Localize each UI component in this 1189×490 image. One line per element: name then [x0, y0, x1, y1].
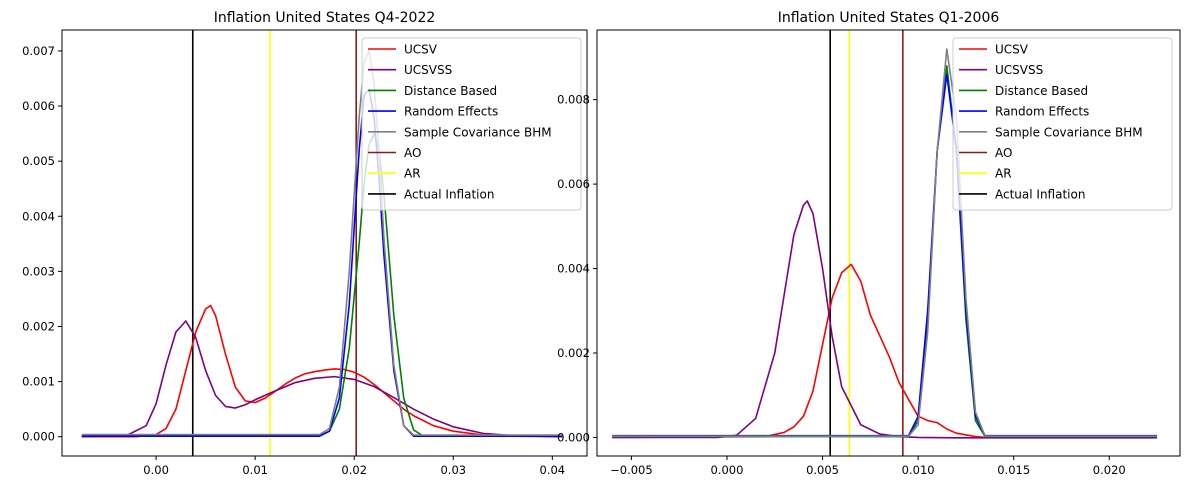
- x-tick-label: 0.02: [341, 463, 367, 477]
- legend-label-ao: AO: [995, 146, 1012, 160]
- series-line-random-effects: [612, 73, 1158, 437]
- y-tick-label: 0.002: [557, 346, 590, 360]
- legend-label-sample-covariance-bhm: Sample Covariance BHM: [995, 125, 1143, 139]
- legend: UCSV UCSVSS Distance Based Random Effects Sa…: [952, 37, 1173, 211]
- y-tick-label: 0.006: [557, 177, 590, 191]
- x-tick-label: 0.005: [806, 463, 839, 477]
- legend-label-actual-inflation: Actual Inflation: [404, 187, 494, 201]
- legend-label-ucsvss: UCSVSS: [995, 63, 1043, 77]
- y-tick-label: 0.003: [22, 264, 55, 278]
- x-tick-label: 0.03: [440, 463, 466, 477]
- legend-label-ucsv: UCSV: [404, 43, 438, 57]
- x-tick-label: 0.00: [143, 463, 169, 477]
- legend-box: [952, 37, 1173, 211]
- y-tick-label: 0.000: [557, 430, 590, 444]
- legend-label-random-effects: Random Effects: [404, 105, 498, 119]
- y-tick-label: 0.000: [22, 430, 55, 444]
- x-tick-label: 0.015: [997, 463, 1030, 477]
- axes-frame: [596, 29, 1181, 457]
- legend-label-sample-covariance-bhm: Sample Covariance BHM: [404, 125, 552, 139]
- chart-panel-q1-2006: Inflation United States Q1-2006 −0.005 0.0…: [557, 10, 1181, 477]
- x-tick-label: 0.01: [242, 463, 268, 477]
- y-tick-label: 0.007: [22, 44, 55, 58]
- series-line-distance-based: [612, 65, 1158, 438]
- legend-label-ar: AR: [404, 167, 421, 181]
- x-tick-label: 0.04: [540, 463, 566, 477]
- y-tick-label: 0.005: [22, 154, 55, 168]
- series-line-ucsv: [81, 304, 563, 438]
- series-line-sample-covariance-bhm: [612, 48, 1158, 437]
- chart-panel-q4-2022: Inflation United States Q4-2022 0.00 0.01 0…: [22, 10, 588, 477]
- legend-label-ao: AO: [404, 146, 421, 160]
- legend: UCSV UCSVSS Distance Based Random Effects Sa…: [361, 37, 582, 211]
- x-tick-label: 0.020: [1093, 463, 1126, 477]
- legend-label-actual-inflation: Actual Inflation: [995, 187, 1085, 201]
- legend-label-ucsv: UCSV: [995, 43, 1029, 57]
- legend-box: [361, 37, 582, 211]
- x-tick-label: −0.005: [610, 463, 653, 477]
- legend-label-ucsvss: UCSVSS: [404, 63, 452, 77]
- x-tick-label: 0.010: [902, 463, 935, 477]
- x-tick-label: 0.000: [711, 463, 744, 477]
- series-line-ucsvss: [81, 320, 563, 438]
- y-tick-label: 0.001: [22, 375, 55, 389]
- axes-frame: [61, 29, 588, 457]
- y-tick-label: 0.004: [22, 209, 55, 223]
- y-tick-label: 0.006: [22, 99, 55, 113]
- y-tick-label: 0.002: [22, 319, 55, 333]
- chart-title: Inflation United States Q4-2022: [214, 10, 436, 26]
- y-tick-label: 0.004: [557, 262, 590, 276]
- legend-label-distance-based: Distance Based: [995, 84, 1088, 98]
- legend-label-distance-based: Distance Based: [404, 84, 497, 98]
- series-line-ucsv: [612, 263, 1158, 439]
- series-line-ucsvss: [612, 200, 1158, 439]
- legend-label-ar: AR: [995, 167, 1012, 181]
- legend-label-random-effects: Random Effects: [995, 105, 1089, 119]
- plot-area: [612, 30, 1158, 456]
- y-tick-label: 0.008: [557, 93, 590, 107]
- chart-title: Inflation United States Q1-2006: [778, 10, 1000, 26]
